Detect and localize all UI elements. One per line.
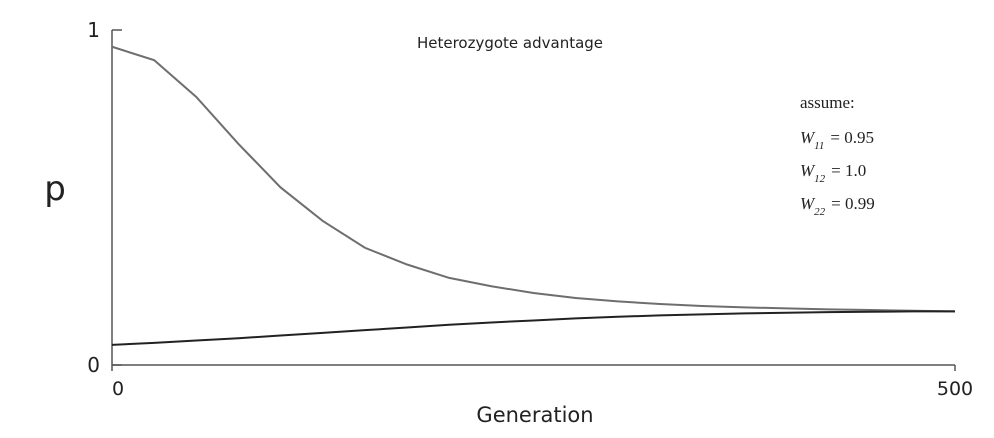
x-tick-label: 0 <box>112 378 124 400</box>
y-tick-label: 1 <box>87 18 100 42</box>
series-line <box>111 310 955 346</box>
y-axis-label: p <box>44 169 66 209</box>
annotation-subscript: 12 <box>814 173 826 185</box>
y-tick-label: 0 <box>87 353 100 377</box>
annotation-subscript: 22 <box>814 206 826 218</box>
annotation-line: W11 = 0.95 <box>800 128 874 152</box>
x-tick-label: 500 <box>937 378 973 400</box>
x-axis-label: Generation <box>476 403 593 427</box>
annotation-line: W12 = 1.0 <box>800 161 866 185</box>
annotation-symbol: W <box>800 161 816 180</box>
annotation-value: = 0.99 <box>831 194 875 213</box>
chart-title: Heterozygote advantage <box>417 34 603 52</box>
series-line <box>111 45 956 313</box>
annotation-symbol: W <box>800 194 816 213</box>
annotation-heading: assume: <box>800 93 855 112</box>
annotation-value: = 0.95 <box>830 128 874 147</box>
annotation-subscript: 11 <box>814 140 824 152</box>
annotation-value: = 1.0 <box>831 161 866 180</box>
annotation-line: W22 = 0.99 <box>800 194 875 218</box>
annotation-symbol: W <box>800 128 816 147</box>
